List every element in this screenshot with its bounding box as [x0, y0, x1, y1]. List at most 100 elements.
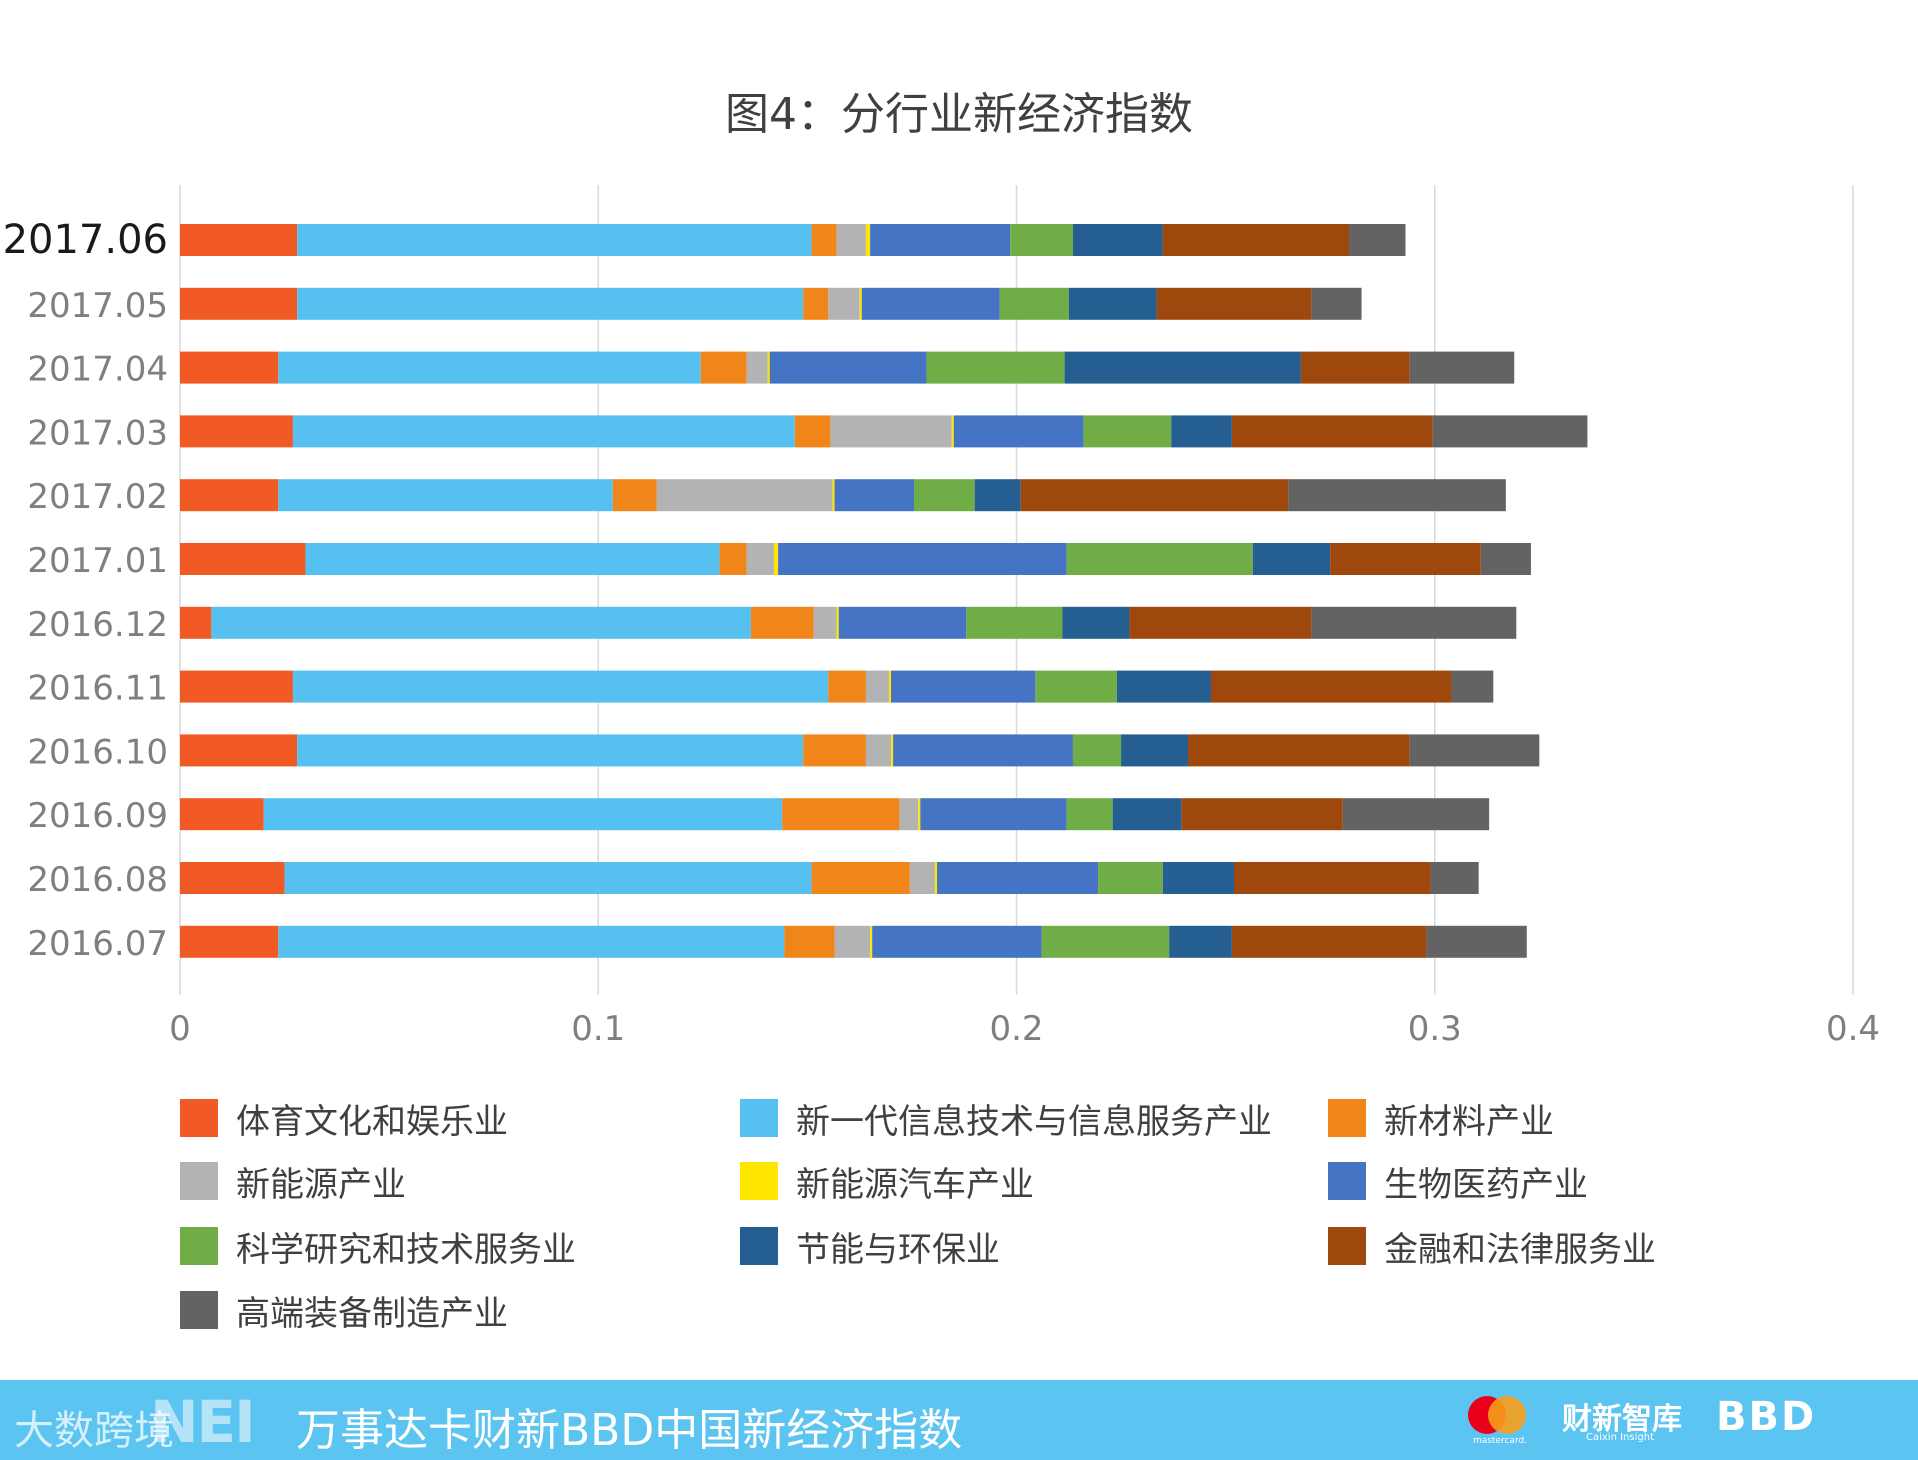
bar-segment — [836, 606, 839, 639]
bar-segment — [180, 224, 298, 256]
bar-segment — [891, 670, 1036, 703]
legend-swatch — [1328, 1162, 1366, 1200]
bar-segment — [180, 925, 279, 958]
bar-segment — [1162, 224, 1350, 256]
bar-segment — [861, 287, 1000, 320]
bar-segment — [918, 798, 921, 831]
bar-segment — [1083, 415, 1172, 448]
bar-segment — [926, 351, 1065, 384]
bar-segment — [180, 415, 293, 448]
bar-segment — [1121, 734, 1188, 767]
bar-segment — [1342, 798, 1490, 831]
bar-segment — [828, 670, 866, 703]
bar-segment — [870, 925, 873, 958]
x-tick-label: 0.1 — [571, 1009, 625, 1049]
legend-item: 金融和法律服务业 — [1328, 1226, 1656, 1270]
bar-segment — [782, 798, 900, 831]
legend-label: 金融和法律服务业 — [1384, 1229, 1656, 1270]
bar-segment — [859, 287, 862, 320]
bar-segment — [180, 734, 298, 767]
legend-item: 节能与环保业 — [740, 1226, 1000, 1270]
bar-segment — [1169, 925, 1232, 958]
bar-segment — [1409, 734, 1540, 767]
bar-segment — [180, 862, 285, 894]
caixin-logo: 财新智库 — [1562, 1402, 1682, 1437]
legend-label: 新材料产业 — [1384, 1101, 1554, 1142]
legend-label: 节能与环保业 — [796, 1229, 1000, 1270]
bar-segment — [999, 287, 1069, 320]
y-category-label: 2017.06 — [3, 217, 168, 263]
bar-segment — [934, 862, 938, 894]
bar-segment — [1098, 862, 1163, 894]
bar-segment — [746, 351, 768, 384]
legend-swatch — [740, 1162, 778, 1200]
bar-segment — [803, 287, 829, 320]
bar-segment — [773, 543, 779, 575]
legend-label: 体育文化和娱乐业 — [236, 1101, 508, 1142]
bar-segment — [834, 925, 871, 958]
bar-segment — [297, 287, 804, 320]
bar-segment — [1156, 287, 1312, 320]
bar-segment — [1187, 734, 1410, 767]
bar-segment — [263, 798, 783, 831]
bar-segment — [811, 224, 837, 256]
bar-segment — [1210, 670, 1452, 703]
bar-segment — [180, 479, 279, 512]
bar-segment — [1066, 543, 1253, 575]
bar-segment — [1010, 224, 1073, 256]
watermark: 大数跨境 — [14, 1408, 174, 1454]
y-category-label: 2016.10 — [27, 732, 168, 772]
bar-segment — [1300, 351, 1410, 384]
y-category-label: 2016.11 — [27, 669, 168, 709]
bar-segment — [1181, 798, 1343, 831]
bar-segment — [211, 606, 751, 639]
bar-segment — [811, 862, 910, 894]
bar-segment — [830, 415, 952, 448]
legend-label: 生物医药产业 — [1384, 1164, 1588, 1205]
chart-title: 图4：分行业新经济指数 — [725, 89, 1193, 140]
bar-segment — [284, 862, 812, 894]
bar-segment — [1068, 287, 1157, 320]
bar-segment — [1035, 670, 1117, 703]
bar-segment — [292, 415, 795, 448]
y-category-label: 2017.04 — [27, 350, 168, 390]
bar-segment — [180, 606, 212, 639]
legend-swatch — [180, 1099, 218, 1137]
legend-label: 新一代信息技术与信息服务产业 — [796, 1101, 1272, 1142]
legend-label: 新能源产业 — [236, 1164, 406, 1205]
bar-segment — [838, 606, 967, 639]
bar-segment — [1409, 351, 1515, 384]
legend-swatch — [180, 1291, 218, 1329]
bar-segment — [909, 862, 935, 894]
bar-segment — [1349, 224, 1406, 256]
legend-item: 新能源汽车产业 — [740, 1161, 1034, 1205]
bar-segment — [1252, 543, 1331, 575]
bar-segment — [278, 479, 613, 512]
bar-segment — [1430, 862, 1479, 894]
bar-segment — [1116, 670, 1211, 703]
bar-segment — [888, 670, 892, 703]
bar-segment — [1288, 479, 1506, 512]
bar-segment — [656, 479, 833, 512]
bar-segment — [1311, 287, 1362, 320]
bar-segment — [872, 925, 1042, 958]
x-tick-label: 0.4 — [1826, 1009, 1880, 1049]
footer-title: 万事达卡财新BBD中国新经济指数 — [296, 1405, 963, 1456]
bar-segment — [865, 670, 889, 703]
bar-segment — [865, 734, 892, 767]
legend-item: 体育文化和娱乐业 — [180, 1098, 508, 1142]
bar-segment — [832, 479, 835, 512]
legend-swatch — [1328, 1227, 1366, 1265]
bar-segment — [180, 543, 306, 575]
bar-segment — [180, 287, 298, 320]
y-category-label: 2016.08 — [27, 860, 168, 900]
legend-item: 高端装备制造产业 — [180, 1290, 508, 1334]
bar-segment — [828, 287, 860, 320]
bar-segment — [292, 670, 829, 703]
bar-segment — [700, 351, 747, 384]
bar-segment — [1162, 862, 1234, 894]
bar-segment — [778, 543, 1067, 575]
x-tick-label: 0 — [169, 1009, 191, 1049]
bar-segment — [305, 543, 720, 575]
legend-label: 科学研究和技术服务业 — [236, 1229, 576, 1270]
